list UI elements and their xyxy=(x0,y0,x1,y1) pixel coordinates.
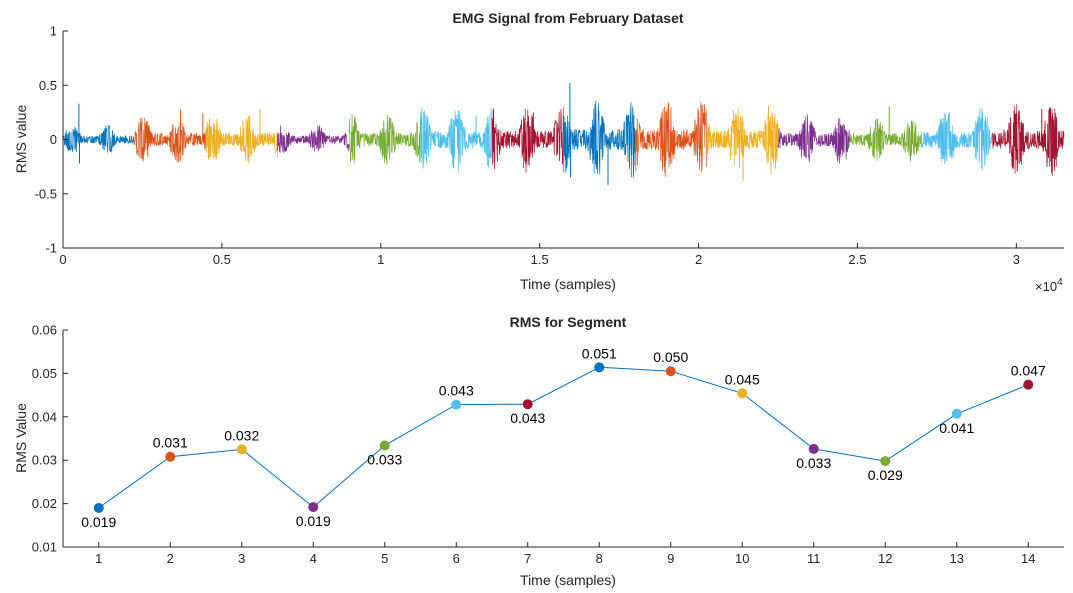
rms-data-label: 0.043 xyxy=(439,383,474,399)
emg-signal-plot: EMG Signal from February Dataset 0 0.5 1 1.… xyxy=(13,10,1065,294)
emg-x-exponent-power: 4 xyxy=(1057,277,1063,288)
rms-x-tick-label: 13 xyxy=(950,551,964,566)
rms-x-tick-label: 10 xyxy=(735,551,749,566)
emg-segment-trace xyxy=(777,114,850,164)
emg-segment-trace xyxy=(634,102,707,177)
rms-x-tick-label: 4 xyxy=(310,551,317,566)
emg-signal-trace xyxy=(62,83,1065,186)
rms-y-tick-label: 0.01 xyxy=(32,540,57,555)
emg-x-tick-label: 3 xyxy=(1013,252,1020,267)
rms-data-label: 0.029 xyxy=(868,467,903,483)
emg-x-tick-label: 1.5 xyxy=(531,252,549,267)
rms-x-tick-label: 9 xyxy=(667,551,674,566)
rms-marker xyxy=(522,399,533,410)
rms-x-axis-label: Time (samples) xyxy=(520,572,616,588)
emg-plot-axes: 0 0.5 1 1.5 2 2.5 3 -1 -0.5 0 0.5 1 xyxy=(35,24,1064,267)
rms-x-tick-label: 6 xyxy=(453,551,460,566)
emg-x-axis-label: Time (samples) xyxy=(520,276,616,292)
rms-x-tick-label: 2 xyxy=(167,551,174,566)
emg-segment-trace xyxy=(348,113,421,165)
rms-markers xyxy=(93,362,1034,513)
emg-segment-trace xyxy=(849,118,922,162)
emg-x-tick-label: 0 xyxy=(59,252,66,267)
rms-data-label: 0.033 xyxy=(796,455,831,471)
rms-marker xyxy=(1023,379,1034,390)
rms-plot-title: RMS for Segment xyxy=(510,314,627,330)
rms-data-label: 0.033 xyxy=(367,451,402,467)
rms-series-line xyxy=(98,366,1029,509)
rms-marker xyxy=(379,440,390,451)
rms-data-label: 0.043 xyxy=(510,410,545,426)
rms-y-tick-label: 0.03 xyxy=(32,453,57,468)
rms-x-tick-label: 12 xyxy=(878,551,892,566)
rms-marker xyxy=(665,366,676,377)
emg-y-axis-label: RMS value xyxy=(13,105,29,174)
emg-x-exponent: ×104 xyxy=(1035,277,1063,294)
rms-data-label: 0.019 xyxy=(81,514,116,530)
emg-segment-trace xyxy=(62,125,135,153)
emg-segment-trace xyxy=(205,115,278,164)
rms-x-tick-label: 14 xyxy=(1021,551,1035,566)
emg-segment-trace xyxy=(420,107,493,173)
emg-segment-trace xyxy=(563,100,636,178)
emg-x-exponent-base: ×10 xyxy=(1035,279,1057,294)
rms-y-tick-label: 0.02 xyxy=(32,496,57,511)
emg-x-tick-label: 2 xyxy=(695,252,702,267)
rms-marker xyxy=(308,502,319,513)
rms-segment-plot: RMS for Segment 1 2 3 4 5 6 7 8 9 10 11 12 13 140.010… xyxy=(13,314,1064,588)
rms-y-tick-label: 0.06 xyxy=(32,323,57,338)
rms-data-labels: 0.019 0.031 0.032 0.019 0.033 0.043 0.043 0.051… xyxy=(81,345,1046,530)
emg-y-tick-label: 0 xyxy=(50,132,57,147)
rms-data-label: 0.041 xyxy=(939,420,974,436)
rms-x-tick-label: 8 xyxy=(596,551,603,566)
rms-marker xyxy=(236,444,247,455)
emg-x-tick-label: 2.5 xyxy=(848,252,866,267)
rms-data-label: 0.032 xyxy=(224,427,259,443)
emg-y-tick-label: 1 xyxy=(50,24,57,39)
emg-plot-title: EMG Signal from February Dataset xyxy=(452,10,683,26)
rms-data-label: 0.045 xyxy=(725,371,760,387)
rms-marker xyxy=(880,456,891,467)
rms-y-tick-label: 0.05 xyxy=(32,366,57,381)
rms-x-tick-label: 5 xyxy=(381,551,388,566)
rms-data-label: 0.051 xyxy=(582,345,617,361)
rms-data-label: 0.019 xyxy=(296,513,331,529)
emg-segment-trace xyxy=(134,117,207,163)
rms-marker xyxy=(808,443,819,454)
emg-x-tick-label: 1 xyxy=(377,252,384,267)
rms-y-axis-label: RMS Value xyxy=(13,403,29,473)
rms-marker xyxy=(165,451,176,462)
rms-x-tick-label: 3 xyxy=(238,551,245,566)
rms-marker xyxy=(93,502,104,513)
rms-x-tick-label: 1 xyxy=(95,551,102,566)
rms-data-label: 0.050 xyxy=(653,349,688,365)
rms-plot-axes: 1 2 3 4 5 6 7 8 9 10 11 12 13 140.010.020.030.040.050… xyxy=(32,323,1064,566)
emg-segment-trace xyxy=(706,108,779,175)
rms-marker xyxy=(737,388,748,399)
rms-data-label: 0.047 xyxy=(1011,363,1046,379)
emg-y-tick-label: 0.5 xyxy=(39,78,57,93)
rms-x-tick-label: 7 xyxy=(524,551,531,566)
rms-y-tick-label: 0.04 xyxy=(32,409,57,424)
rms-data-label: 0.031 xyxy=(153,435,188,451)
emg-segment-trace xyxy=(491,107,564,173)
emg-segment-trace xyxy=(920,107,993,171)
rms-marker xyxy=(451,399,462,410)
emg-segment-trace xyxy=(992,103,1065,176)
emg-y-tick-label: -1 xyxy=(45,241,57,256)
emg-x-tick-label: 0.5 xyxy=(213,252,231,267)
rms-marker xyxy=(594,362,605,373)
emg-segment-trace xyxy=(277,125,350,153)
emg-y-tick-label: -0.5 xyxy=(35,186,57,201)
rms-x-tick-label: 11 xyxy=(807,551,821,566)
rms-marker xyxy=(951,408,962,419)
